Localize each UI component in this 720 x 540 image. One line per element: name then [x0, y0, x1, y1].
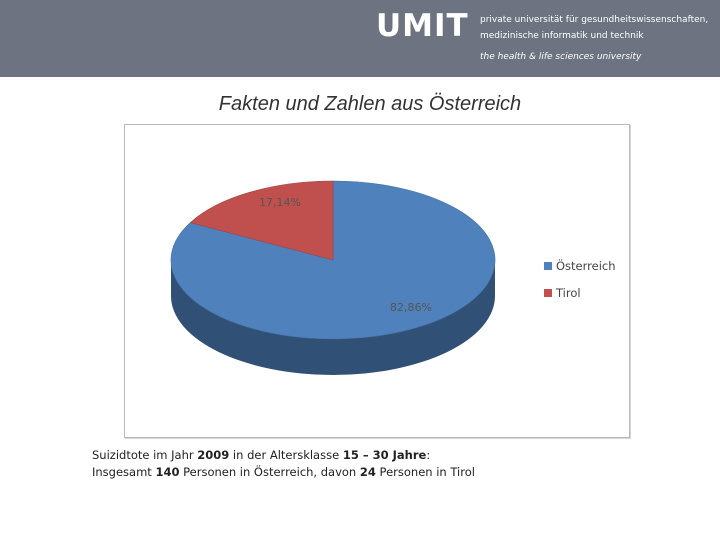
- header-band: UMIT private universität für gesundheits…: [0, 0, 720, 77]
- umit-logo: UMIT: [376, 8, 469, 44]
- caption-text: :: [426, 448, 431, 462]
- legend-swatch-1: [544, 289, 552, 297]
- legend-label-0: Österreich: [556, 257, 616, 273]
- tagline-line-3: the health & life sciences university: [480, 52, 642, 62]
- tagline-line-2: medizinische informatik und technik: [480, 31, 644, 41]
- tagline-line-1: private universität für gesundheitswisse…: [480, 15, 709, 25]
- pie-chart: 82,86% 17,14% Österreich Tirol: [170, 180, 616, 375]
- caption-text: in der Altersklasse: [229, 448, 343, 462]
- slide-title: Fakten und Zahlen aus Österreich: [218, 93, 522, 115]
- chart-frame: 82,86% 17,14% Österreich Tirol: [124, 124, 630, 438]
- caption-text: Suizidtote im Jahr: [92, 448, 198, 462]
- legend-swatch-0: [544, 262, 552, 270]
- caption-age-range: 15 – 30 Jahre: [342, 448, 427, 462]
- pie-slice-1: [189, 180, 334, 261]
- data-label-1: 17,14%: [259, 196, 301, 209]
- legend-label-1: Tirol: [555, 286, 581, 300]
- pie-side-0: [171, 260, 495, 375]
- data-label-0: 82,86%: [390, 301, 432, 314]
- caption-year: 2009: [197, 448, 230, 462]
- caption-text: Insgesamt: [92, 465, 156, 479]
- caption-line-1: Suizidtote im Jahr 2009 in der Alterskla…: [92, 447, 475, 464]
- caption-tirol-count: 24: [359, 465, 376, 479]
- caption-text: Personen in Österreich, davon: [179, 465, 360, 479]
- caption-line-2: Insgesamt 140 Personen in Österreich, da…: [92, 464, 475, 481]
- caption-total-count: 140: [155, 465, 180, 479]
- caption-text: Personen in Tirol: [375, 465, 475, 479]
- caption: Suizidtote im Jahr 2009 in der Alterskla…: [92, 447, 475, 481]
